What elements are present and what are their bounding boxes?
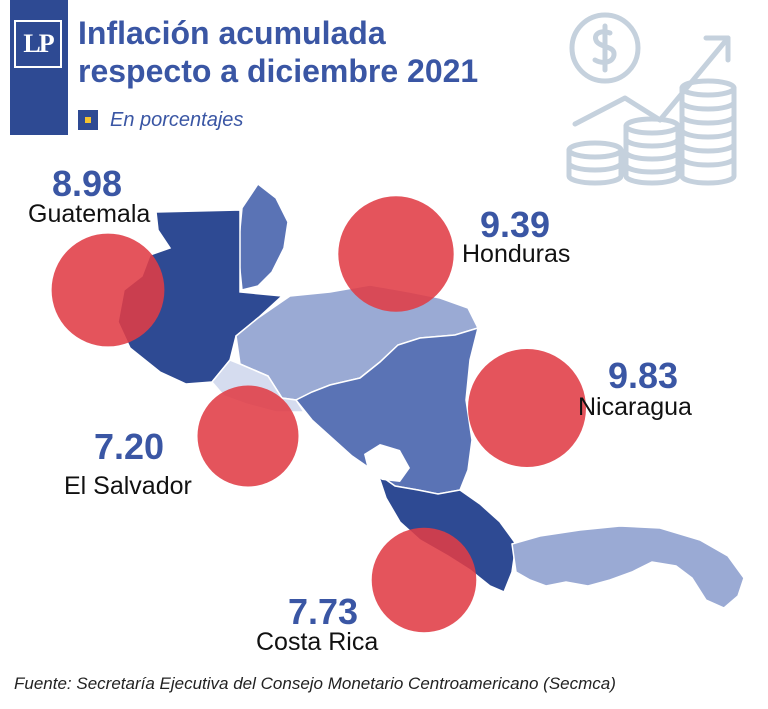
value-label-honduras: 9.39 (480, 204, 551, 245)
chart-title: Inflación acumulada respecto a diciembre… (78, 14, 478, 90)
country-label-el-salvador: El Salvador (64, 472, 192, 500)
bubble-nicaragua (468, 349, 586, 467)
country-label-costa-rica: Costa Rica (256, 628, 379, 656)
bubble-costa-rica (371, 527, 477, 633)
legend-marker-icon (78, 110, 98, 130)
title-line-2: respecto a diciembre 2021 (78, 53, 479, 89)
logo: LP (10, 0, 68, 135)
logo-mark: LP (14, 20, 62, 68)
source-note: Fuente: Secretaría Ejecutiva del Consejo… (14, 674, 616, 693)
bubble-el-salvador (197, 385, 299, 487)
value-label-nicaragua: 9.83 (608, 355, 679, 396)
map-belize (237, 182, 289, 291)
coins-growth-icon (566, 12, 737, 186)
map-nicaragua (294, 326, 480, 495)
map-countries (117, 182, 745, 609)
bubble-guatemala (51, 233, 165, 347)
chart-subtitle: En porcentajes (110, 108, 244, 131)
value-label-el-salvador: 7.20 (94, 426, 165, 467)
map-guatemala (117, 209, 284, 385)
country-label-guatemala: Guatemala (28, 200, 151, 228)
map-panama (511, 525, 745, 609)
bubble-honduras (338, 196, 454, 312)
map-lake-nicaragua (364, 444, 410, 482)
bubble-layer (51, 196, 586, 633)
country-label-honduras: Honduras (462, 240, 571, 268)
country-label-nicaragua: Nicaragua (578, 393, 692, 421)
value-label-costa-rica: 7.73 (288, 591, 359, 632)
title-line-1: Inflación acumulada (78, 15, 386, 51)
value-label-guatemala: 8.98 (52, 163, 123, 204)
subtitle-row: En porcentajes (78, 107, 243, 133)
